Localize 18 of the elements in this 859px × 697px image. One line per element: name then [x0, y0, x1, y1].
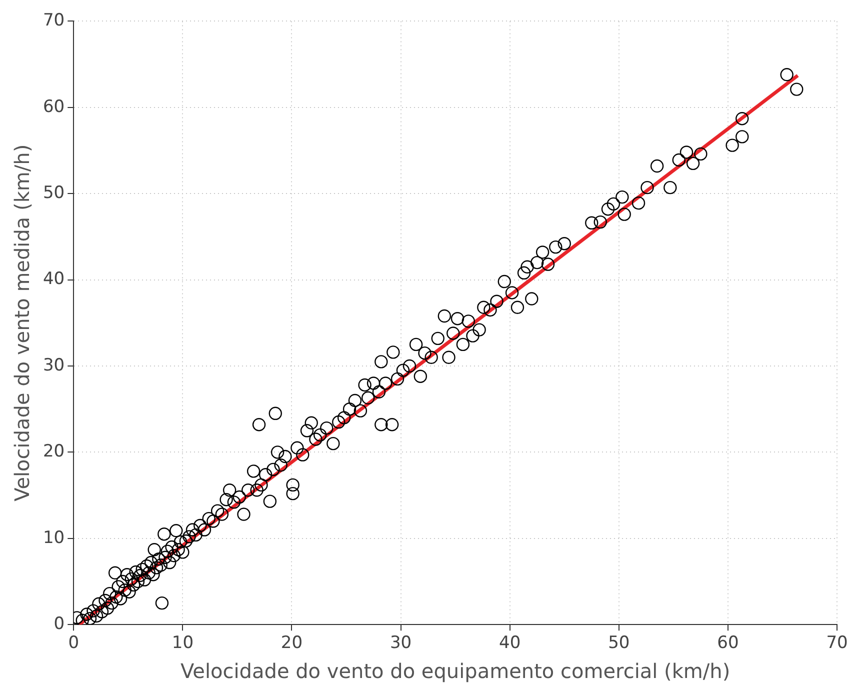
x-tick-label: 60: [717, 633, 739, 654]
y-tick-label: 70: [42, 10, 65, 31]
x-axis-title: Velocidade do vento do equipamento comercial (km/h): [180, 659, 730, 684]
y-axis-title: Velocidade do vento medida (km/h): [10, 144, 34, 502]
x-tick-label: 30: [390, 633, 412, 654]
y-tick-label: 20: [42, 442, 65, 462]
y-tick-label: 30: [42, 355, 65, 376]
x-tick-label: 70: [826, 633, 848, 654]
x-tick-label: 50: [608, 633, 630, 654]
y-tick-label: 0: [54, 614, 65, 634]
x-tick-label: 10: [172, 633, 194, 654]
y-tick-label: 50: [42, 183, 65, 204]
x-tick-label: 20: [280, 633, 303, 654]
x-tick-label: 0: [68, 633, 80, 654]
y-tick-label: 40: [42, 269, 65, 290]
y-tick-label: 10: [42, 528, 65, 548]
y-tick-label: 60: [42, 96, 65, 117]
x-tick-label: 40: [499, 633, 521, 654]
